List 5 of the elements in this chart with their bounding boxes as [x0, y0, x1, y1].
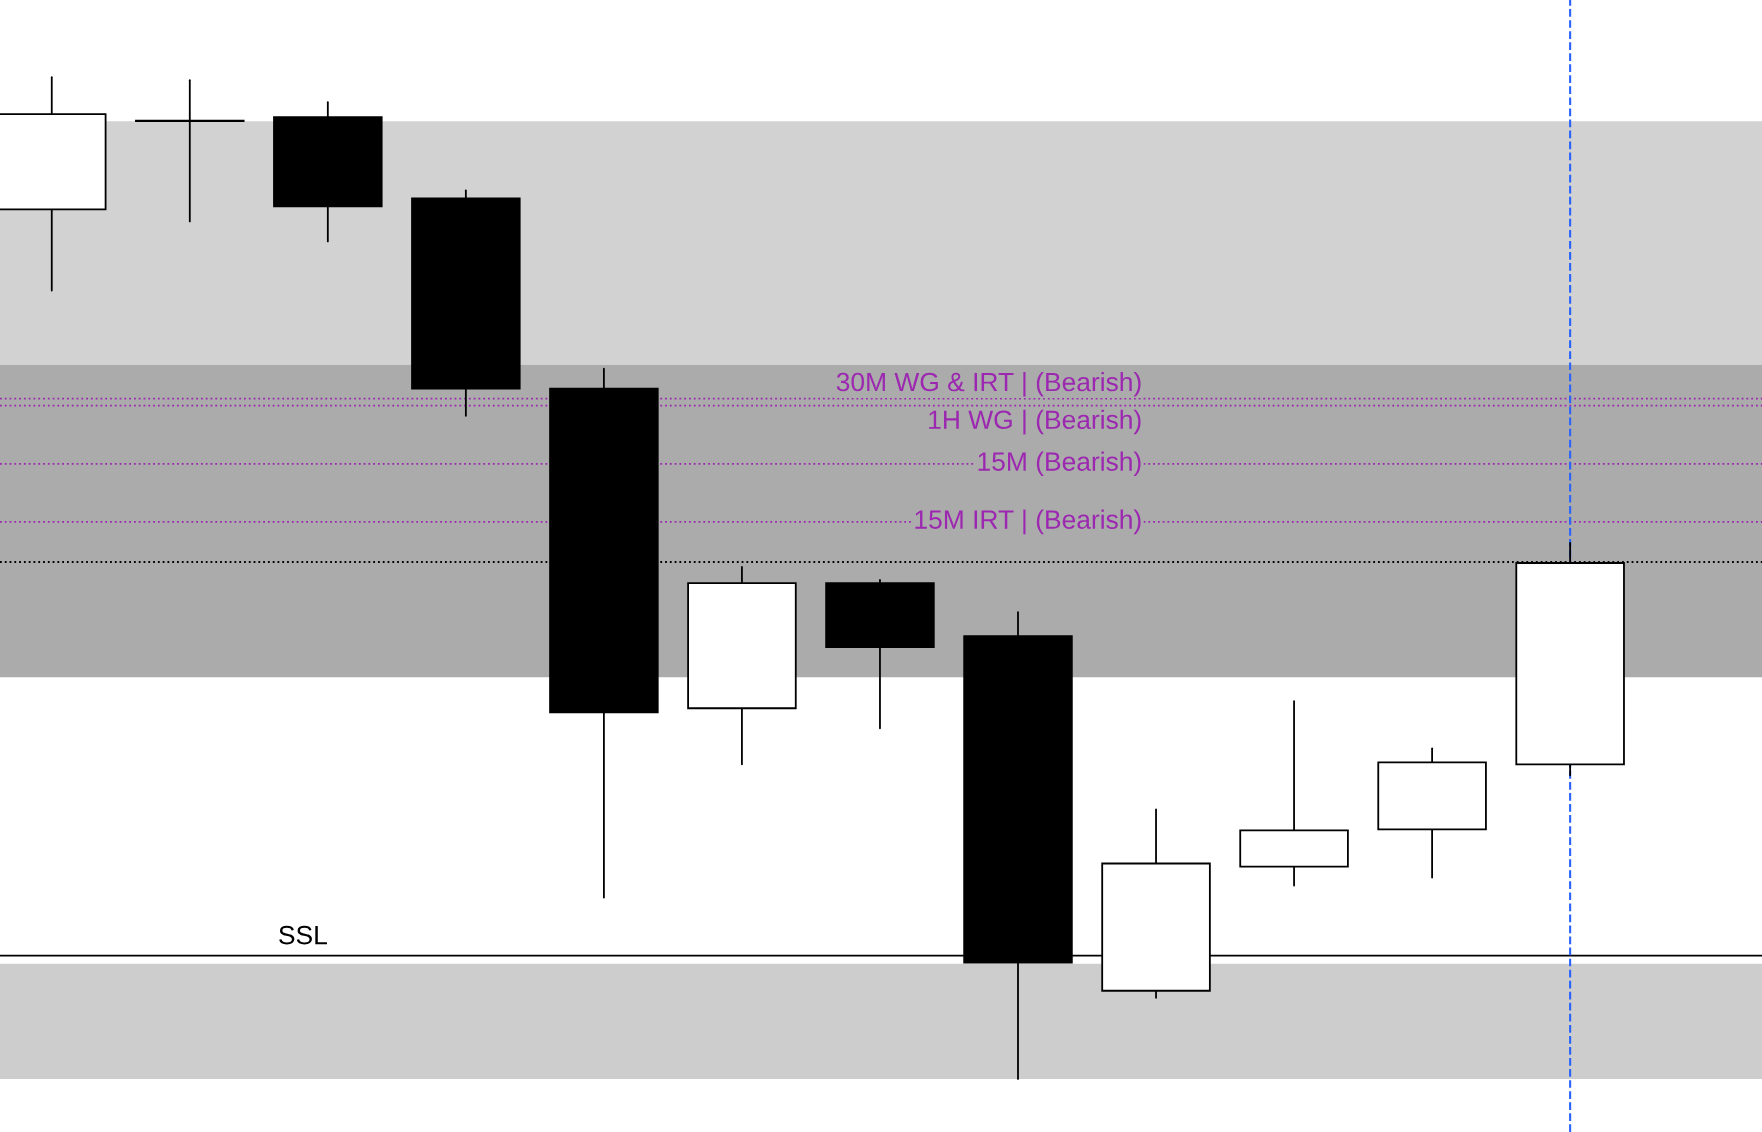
ref-line-label: 15M (Bearish)	[978, 451, 1141, 477]
ref-line-label: 1H WG | (Bearish)	[929, 409, 1141, 435]
ref-line-label: 15M IRT | (Bearish)	[915, 509, 1141, 535]
ref-line-label: 30M WG & IRT | (Bearish)	[836, 371, 1141, 397]
ref-line-label: SSL	[279, 925, 327, 945]
